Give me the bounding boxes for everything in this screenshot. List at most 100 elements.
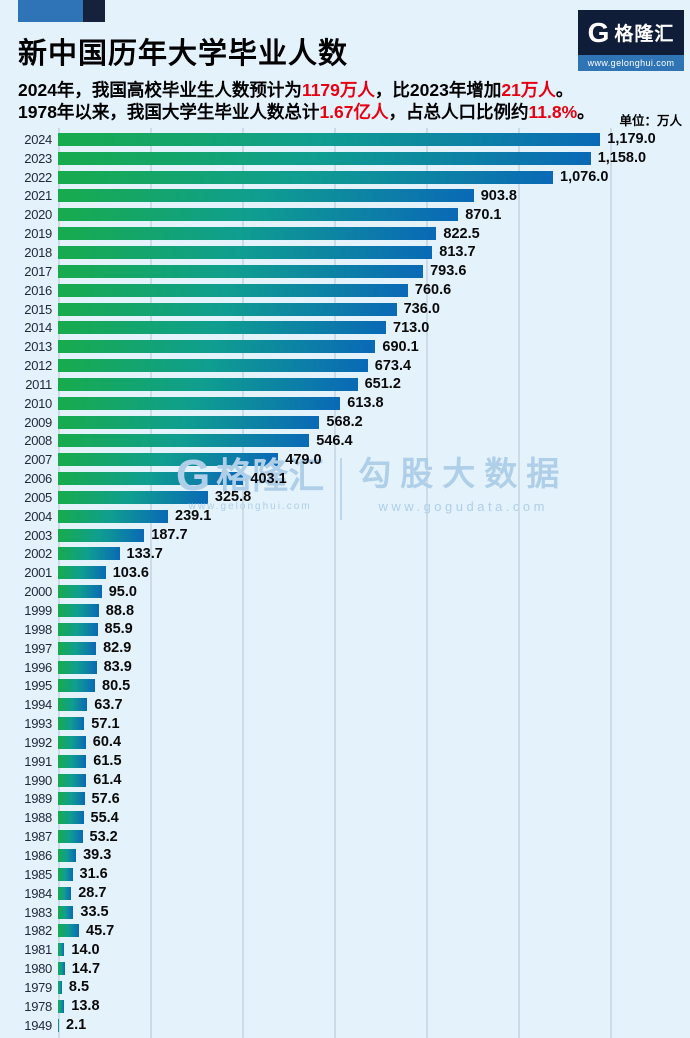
value-label: 673.4 <box>374 357 412 374</box>
page-title: 新中国历年大学毕业人数 <box>18 38 349 70</box>
year-label: 1992 <box>24 734 52 750</box>
chart-row: 2013 690.1 <box>0 337 690 356</box>
year-label: 1997 <box>24 640 52 656</box>
bar <box>58 660 97 674</box>
value-label: 613.8 <box>347 395 384 412</box>
year-label: 1999 <box>24 603 52 619</box>
year-label: 2018 <box>24 244 52 260</box>
year-label: 2008 <box>24 433 52 449</box>
value-label: 85.9 <box>104 621 133 638</box>
value-label: 39.3 <box>83 847 112 864</box>
bar <box>58 848 77 862</box>
value-label: 14.0 <box>71 941 100 958</box>
chart-row: 1991 61.5 <box>0 752 690 771</box>
subtitle-segment: 11.8% <box>528 102 578 122</box>
value-label: 8.5 <box>68 979 90 996</box>
chart-row: 2002 133.7 <box>0 545 690 564</box>
chart-row: 1989 57.6 <box>0 790 690 809</box>
bar <box>58 528 145 542</box>
value-label: 903.8 <box>480 187 517 204</box>
bar <box>58 773 87 787</box>
chart-row: 1988 55.4 <box>0 808 690 827</box>
year-label: 1994 <box>24 697 52 713</box>
bar <box>58 359 368 373</box>
value-label: 28.7 <box>78 885 107 902</box>
bar <box>58 340 376 354</box>
year-label: 1990 <box>24 772 52 788</box>
year-label: 1978 <box>24 998 52 1014</box>
value-label: 690.1 <box>382 338 419 355</box>
bar <box>58 924 79 938</box>
bar <box>58 132 601 146</box>
subtitle-line2: 1978年以来，我国大学生毕业人数总计1.67亿人，占总人口比例约11.8%。 <box>18 102 595 123</box>
gelonghui-logo: G 格隆汇 www.gelonghui.com <box>578 10 684 71</box>
value-label: 568.2 <box>326 414 363 431</box>
value-label: 61.5 <box>93 753 122 770</box>
bar <box>58 509 168 523</box>
year-label: 1987 <box>24 829 52 845</box>
value-label: 2.1 <box>66 1017 87 1034</box>
year-label: 2021 <box>24 188 52 204</box>
bar <box>58 453 279 467</box>
subtitle-line1: 2024年，我国高校毕业生人数预计为1179万人，比2023年增加21万人。 <box>18 80 573 101</box>
year-label: 2019 <box>24 226 52 242</box>
chart-row: 1994 63.7 <box>0 695 690 714</box>
chart-row: 1995 80.5 <box>0 676 690 695</box>
value-label: 14.7 <box>71 960 101 977</box>
bar <box>58 434 310 448</box>
bar <box>58 189 474 203</box>
unit-label: 单位：万人 <box>619 114 682 128</box>
subtitle-segment: 1.67亿人 <box>319 102 389 122</box>
chart-row: 2020 870.1 <box>0 205 690 224</box>
chart-row: 1986 39.3 <box>0 846 690 865</box>
gelonghui-logo-url: www.gelonghui.com <box>578 55 684 71</box>
bar-chart: 2024 1,179.0 2023 1,158.0 2022 1,076.0 2021 903… <box>0 128 690 1038</box>
value-label: 651.2 <box>364 376 401 393</box>
bar <box>58 943 65 957</box>
year-label: 2000 <box>24 584 52 600</box>
chart-rows: 2024 1,179.0 2023 1,158.0 2022 1,076.0 2021 903… <box>0 128 690 1035</box>
value-label: 61.4 <box>93 772 122 789</box>
chart-row: 2009 568.2 <box>0 413 690 432</box>
bar <box>58 622 98 636</box>
chart-row: 1982 45.7 <box>0 921 690 940</box>
year-label: 2012 <box>24 358 52 374</box>
year-label: 1989 <box>24 791 52 807</box>
gridlines <box>58 128 612 1038</box>
year-label: 2017 <box>24 263 52 279</box>
bar <box>58 811 84 825</box>
chart-row: 1979 8.5 <box>0 978 690 997</box>
year-label: 2004 <box>24 508 52 524</box>
chart-row: 2007 479.0 <box>0 450 690 469</box>
bar <box>58 227 437 241</box>
subtitle-segment: 。 <box>577 102 595 122</box>
value-label: 13.8 <box>71 998 100 1015</box>
chart-row: 2024 1,179.0 <box>0 130 690 149</box>
bar <box>58 547 120 561</box>
value-label: 133.7 <box>126 545 163 562</box>
value-label: 760.6 <box>414 282 452 299</box>
bar <box>58 830 83 844</box>
subtitle-segment: 2024年，我国高校毕业生人数预计为 <box>18 80 302 100</box>
year-label: 2011 <box>25 376 52 392</box>
value-label: 403.1 <box>250 470 287 487</box>
gelonghui-brand-text: 格隆汇 <box>614 24 675 45</box>
subtitle-segment: 21万人 <box>501 80 556 100</box>
year-label: 1981 <box>24 942 52 958</box>
bar <box>58 867 73 881</box>
bar <box>58 999 65 1013</box>
chart-row: 2004 239.1 <box>0 507 690 526</box>
value-label: 239.1 <box>175 508 212 525</box>
year-label: 2024 <box>24 131 52 147</box>
chart-row: 2021 903.8 <box>0 187 690 206</box>
value-label: 60.4 <box>92 734 122 751</box>
bar <box>58 321 386 335</box>
year-label: 2002 <box>24 546 52 562</box>
year-label: 2022 <box>24 169 52 185</box>
subtitle-segment: 1179万人 <box>301 80 375 100</box>
header-accent-bar-navy <box>83 0 105 22</box>
value-label: 55.4 <box>90 809 119 826</box>
chart-row: 1985 31.6 <box>0 865 690 884</box>
value-label: 479.0 <box>285 451 322 468</box>
